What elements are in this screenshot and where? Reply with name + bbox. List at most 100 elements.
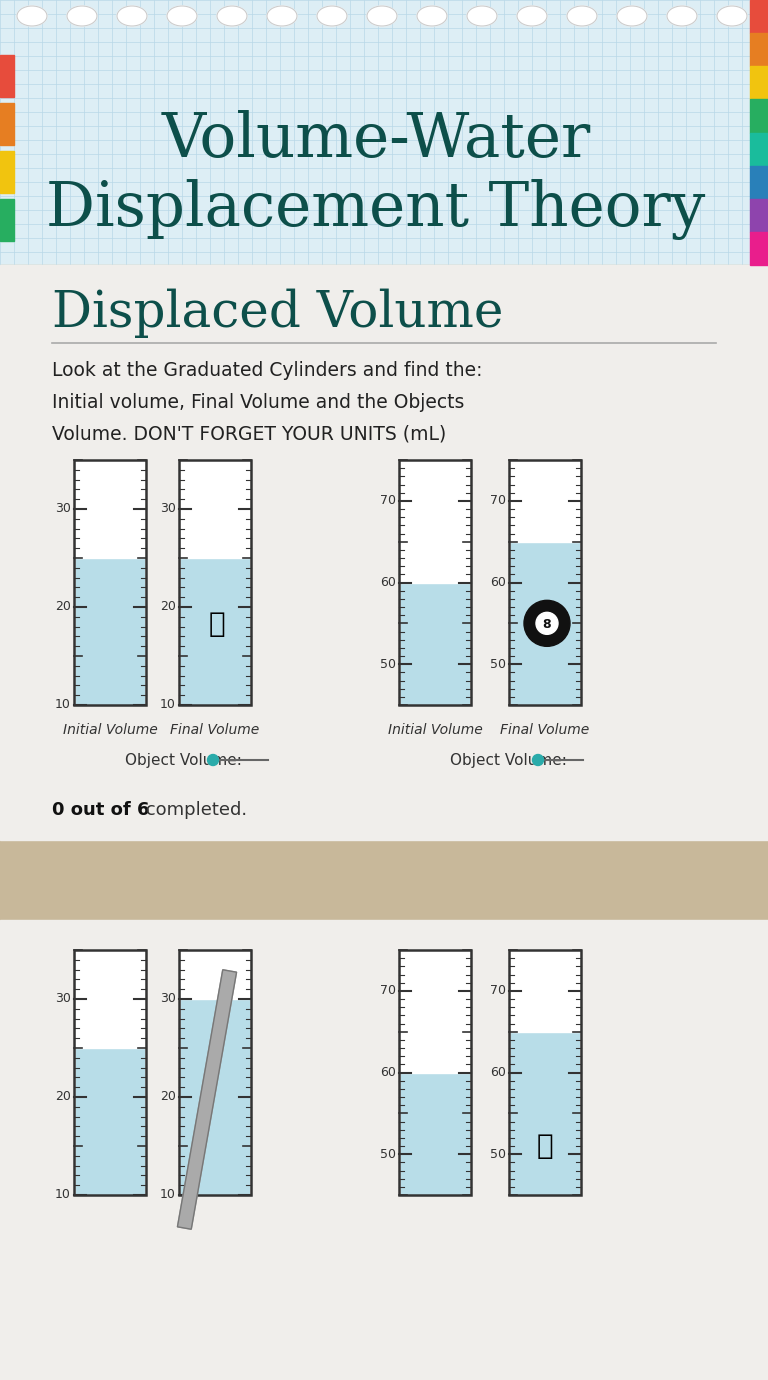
Text: Final Volume: Final Volume [501, 723, 590, 737]
Text: 60: 60 [490, 575, 506, 589]
Bar [0, 0, 768, 265]
Bar [74, 460, 146, 705]
Bar [76, 1047, 144, 1195]
Ellipse shape [17, 6, 47, 26]
Bar [177, 970, 237, 1230]
Bar [177, 970, 237, 1230]
Bar [750, 66, 768, 99]
Text: completed.: completed. [140, 800, 247, 818]
Bar [76, 460, 144, 558]
Text: 70: 70 [490, 494, 506, 508]
Text: Final Volume: Final Volume [170, 723, 260, 737]
Text: 20: 20 [55, 600, 71, 614]
Text: Initial Volume: Initial Volume [388, 723, 482, 737]
Bar [750, 99, 768, 132]
Bar [399, 949, 471, 1195]
Circle shape [207, 755, 219, 766]
Circle shape [532, 755, 544, 766]
Text: 10: 10 [160, 1188, 176, 1202]
Bar [179, 949, 251, 1195]
Text: 20: 20 [55, 1090, 71, 1104]
Bar [509, 949, 581, 1195]
Bar [0, 150, 14, 193]
Bar [750, 166, 768, 199]
Bar [181, 949, 249, 999]
Text: 10: 10 [55, 1188, 71, 1202]
Text: 70: 70 [380, 984, 396, 998]
Text: 20: 20 [160, 1090, 176, 1104]
Text: 30: 30 [160, 992, 176, 1006]
Text: Initial volume, Final Volume and the Objects: Initial volume, Final Volume and the Obj… [52, 392, 465, 411]
Text: 0 out of 6: 0 out of 6 [52, 800, 150, 818]
Circle shape [524, 600, 570, 646]
Ellipse shape [67, 6, 97, 26]
Ellipse shape [717, 6, 747, 26]
Bar [0, 920, 768, 1380]
Bar [181, 999, 249, 1195]
Bar [0, 55, 14, 97]
Ellipse shape [267, 6, 297, 26]
Text: 60: 60 [490, 1065, 506, 1079]
Ellipse shape [367, 6, 397, 26]
Text: 50: 50 [380, 1148, 396, 1161]
Text: Look at the Graduated Cylinders and find the:: Look at the Graduated Cylinders and find… [52, 360, 482, 380]
Text: 60: 60 [380, 575, 396, 589]
Ellipse shape [117, 6, 147, 26]
Bar [511, 542, 579, 705]
Ellipse shape [217, 6, 247, 26]
Bar [401, 1072, 469, 1195]
Text: 30: 30 [55, 502, 71, 516]
Text: 60: 60 [380, 1065, 396, 1079]
Text: 🐟: 🐟 [209, 610, 225, 638]
Text: Displacement Theory: Displacement Theory [46, 179, 706, 240]
Bar [750, 232, 768, 265]
Bar [399, 460, 471, 705]
Text: Displaced Volume: Displaced Volume [52, 288, 504, 338]
Text: 20: 20 [160, 600, 176, 614]
Text: Volume. DON'T FORGET YOUR UNITS (mL): Volume. DON'T FORGET YOUR UNITS (mL) [52, 425, 446, 443]
Ellipse shape [617, 6, 647, 26]
Bar [76, 949, 144, 1047]
Bar [511, 460, 579, 542]
Ellipse shape [567, 6, 597, 26]
Text: Initial Volume: Initial Volume [63, 723, 157, 737]
Text: 10: 10 [160, 698, 176, 712]
Ellipse shape [467, 6, 497, 26]
Text: 50: 50 [490, 658, 506, 671]
Bar [0, 104, 14, 145]
Bar [750, 0, 768, 33]
Bar [511, 949, 579, 1032]
Bar [401, 949, 469, 1072]
Circle shape [536, 613, 558, 635]
Bar [179, 460, 251, 705]
Ellipse shape [667, 6, 697, 26]
Text: 70: 70 [380, 494, 396, 508]
Bar [509, 460, 581, 705]
Bar [181, 460, 249, 558]
Text: Volume-Water: Volume-Water [161, 110, 591, 170]
Bar [76, 558, 144, 705]
Bar [74, 949, 146, 1195]
Text: 8: 8 [543, 618, 551, 631]
Text: 10: 10 [55, 698, 71, 712]
Text: Object Volume:: Object Volume: [450, 752, 567, 767]
Ellipse shape [517, 6, 547, 26]
Text: 30: 30 [160, 502, 176, 516]
Text: 70: 70 [490, 984, 506, 998]
Bar [181, 558, 249, 705]
Bar [0, 265, 768, 1380]
Ellipse shape [417, 6, 447, 26]
Ellipse shape [317, 6, 347, 26]
Text: Object Volume:: Object Volume: [125, 752, 242, 767]
Text: 🦀: 🦀 [537, 1132, 553, 1161]
Bar [0, 199, 14, 242]
Bar [0, 265, 768, 840]
Bar [750, 33, 768, 66]
Bar [401, 582, 469, 705]
Text: 50: 50 [380, 658, 396, 671]
Bar [750, 199, 768, 232]
Bar [401, 460, 469, 582]
Bar [511, 1032, 579, 1195]
Bar [750, 132, 768, 166]
Ellipse shape [167, 6, 197, 26]
